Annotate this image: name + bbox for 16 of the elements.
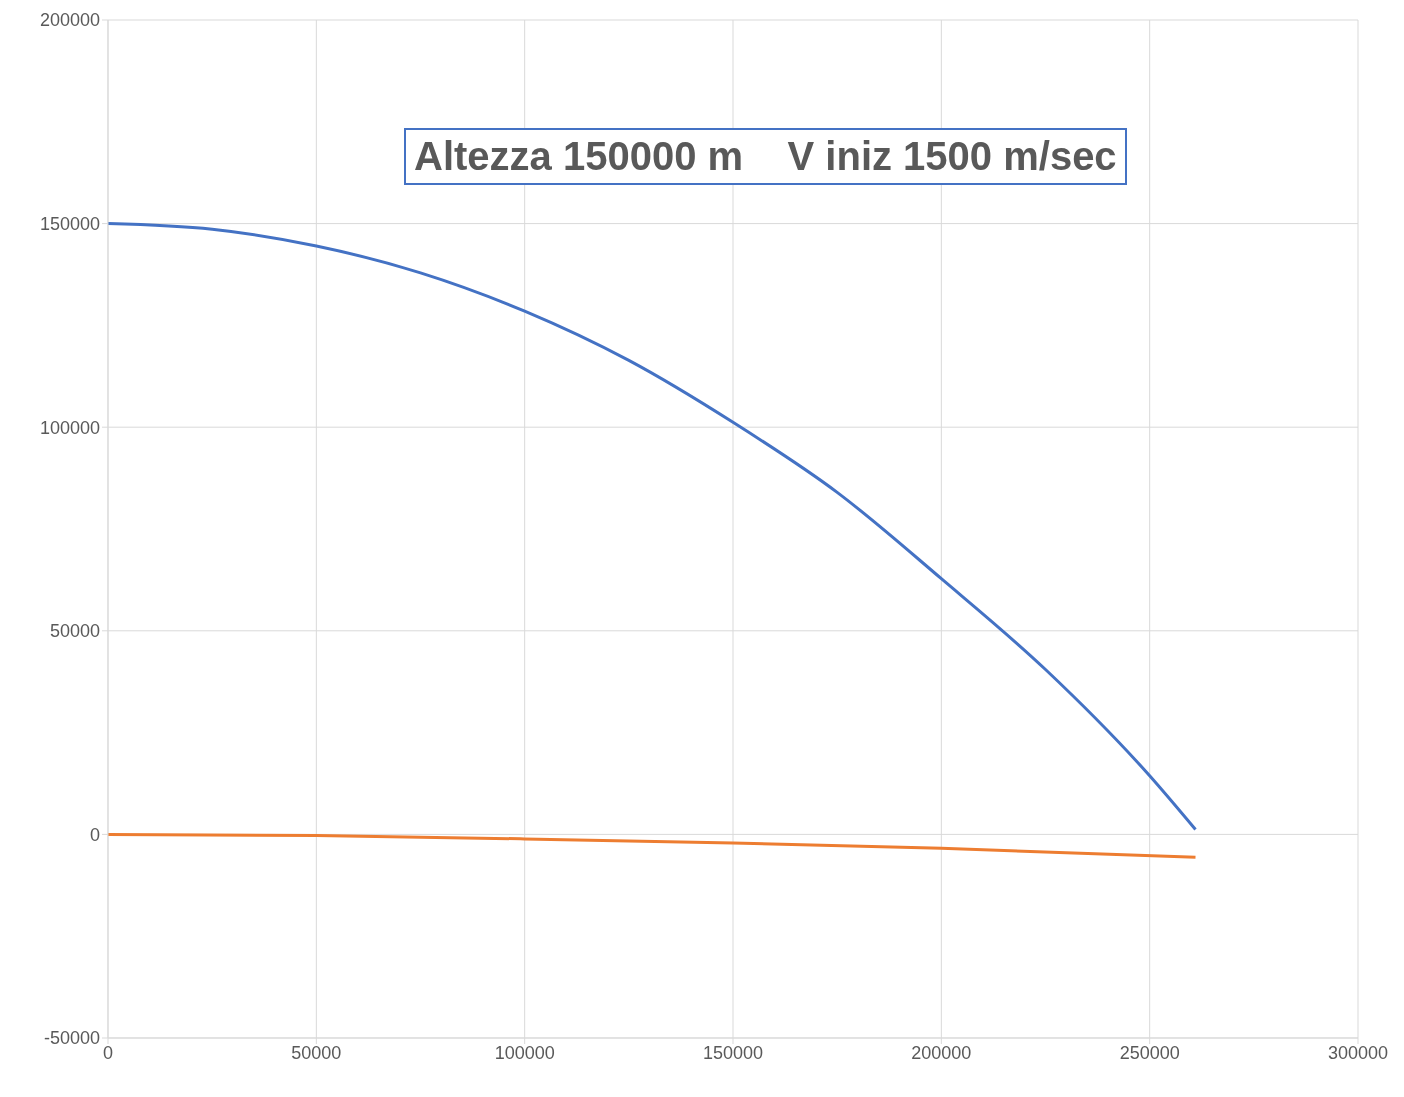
x-tick-label: 200000 [911, 1042, 972, 1063]
y-tick-label: 50000 [49, 621, 100, 642]
x-tick-label: 250000 [1119, 1042, 1180, 1063]
line-series [108, 222, 1197, 832]
line-series [108, 832, 1197, 859]
x-tick-label: 50000 [291, 1042, 342, 1063]
y-tick-label: 100000 [39, 417, 100, 438]
x-tick-label: 0 [102, 1042, 114, 1063]
y-tick-label: 200000 [39, 10, 100, 31]
x-tick-label: 300000 [1327, 1042, 1389, 1063]
x-tick-label: 150000 [702, 1042, 764, 1063]
x-tick-label: 100000 [494, 1042, 555, 1063]
y-tick-label: 0 [89, 824, 100, 845]
y-tick-label: -50000 [43, 1028, 100, 1049]
y-tick-label: 150000 [39, 213, 100, 234]
text: Altezza 150000 m V iniz 1500 m/sec [404, 128, 1127, 185]
